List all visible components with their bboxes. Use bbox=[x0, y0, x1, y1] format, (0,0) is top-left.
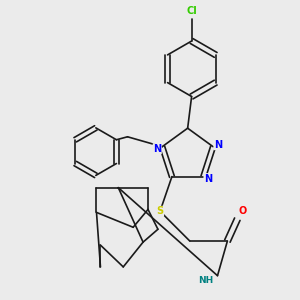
Text: S: S bbox=[157, 206, 164, 216]
Text: Cl: Cl bbox=[186, 6, 197, 16]
Text: N: N bbox=[214, 140, 222, 150]
Text: N: N bbox=[204, 174, 212, 184]
Text: O: O bbox=[238, 206, 246, 216]
Text: NH: NH bbox=[198, 276, 213, 285]
Text: N: N bbox=[153, 144, 161, 154]
